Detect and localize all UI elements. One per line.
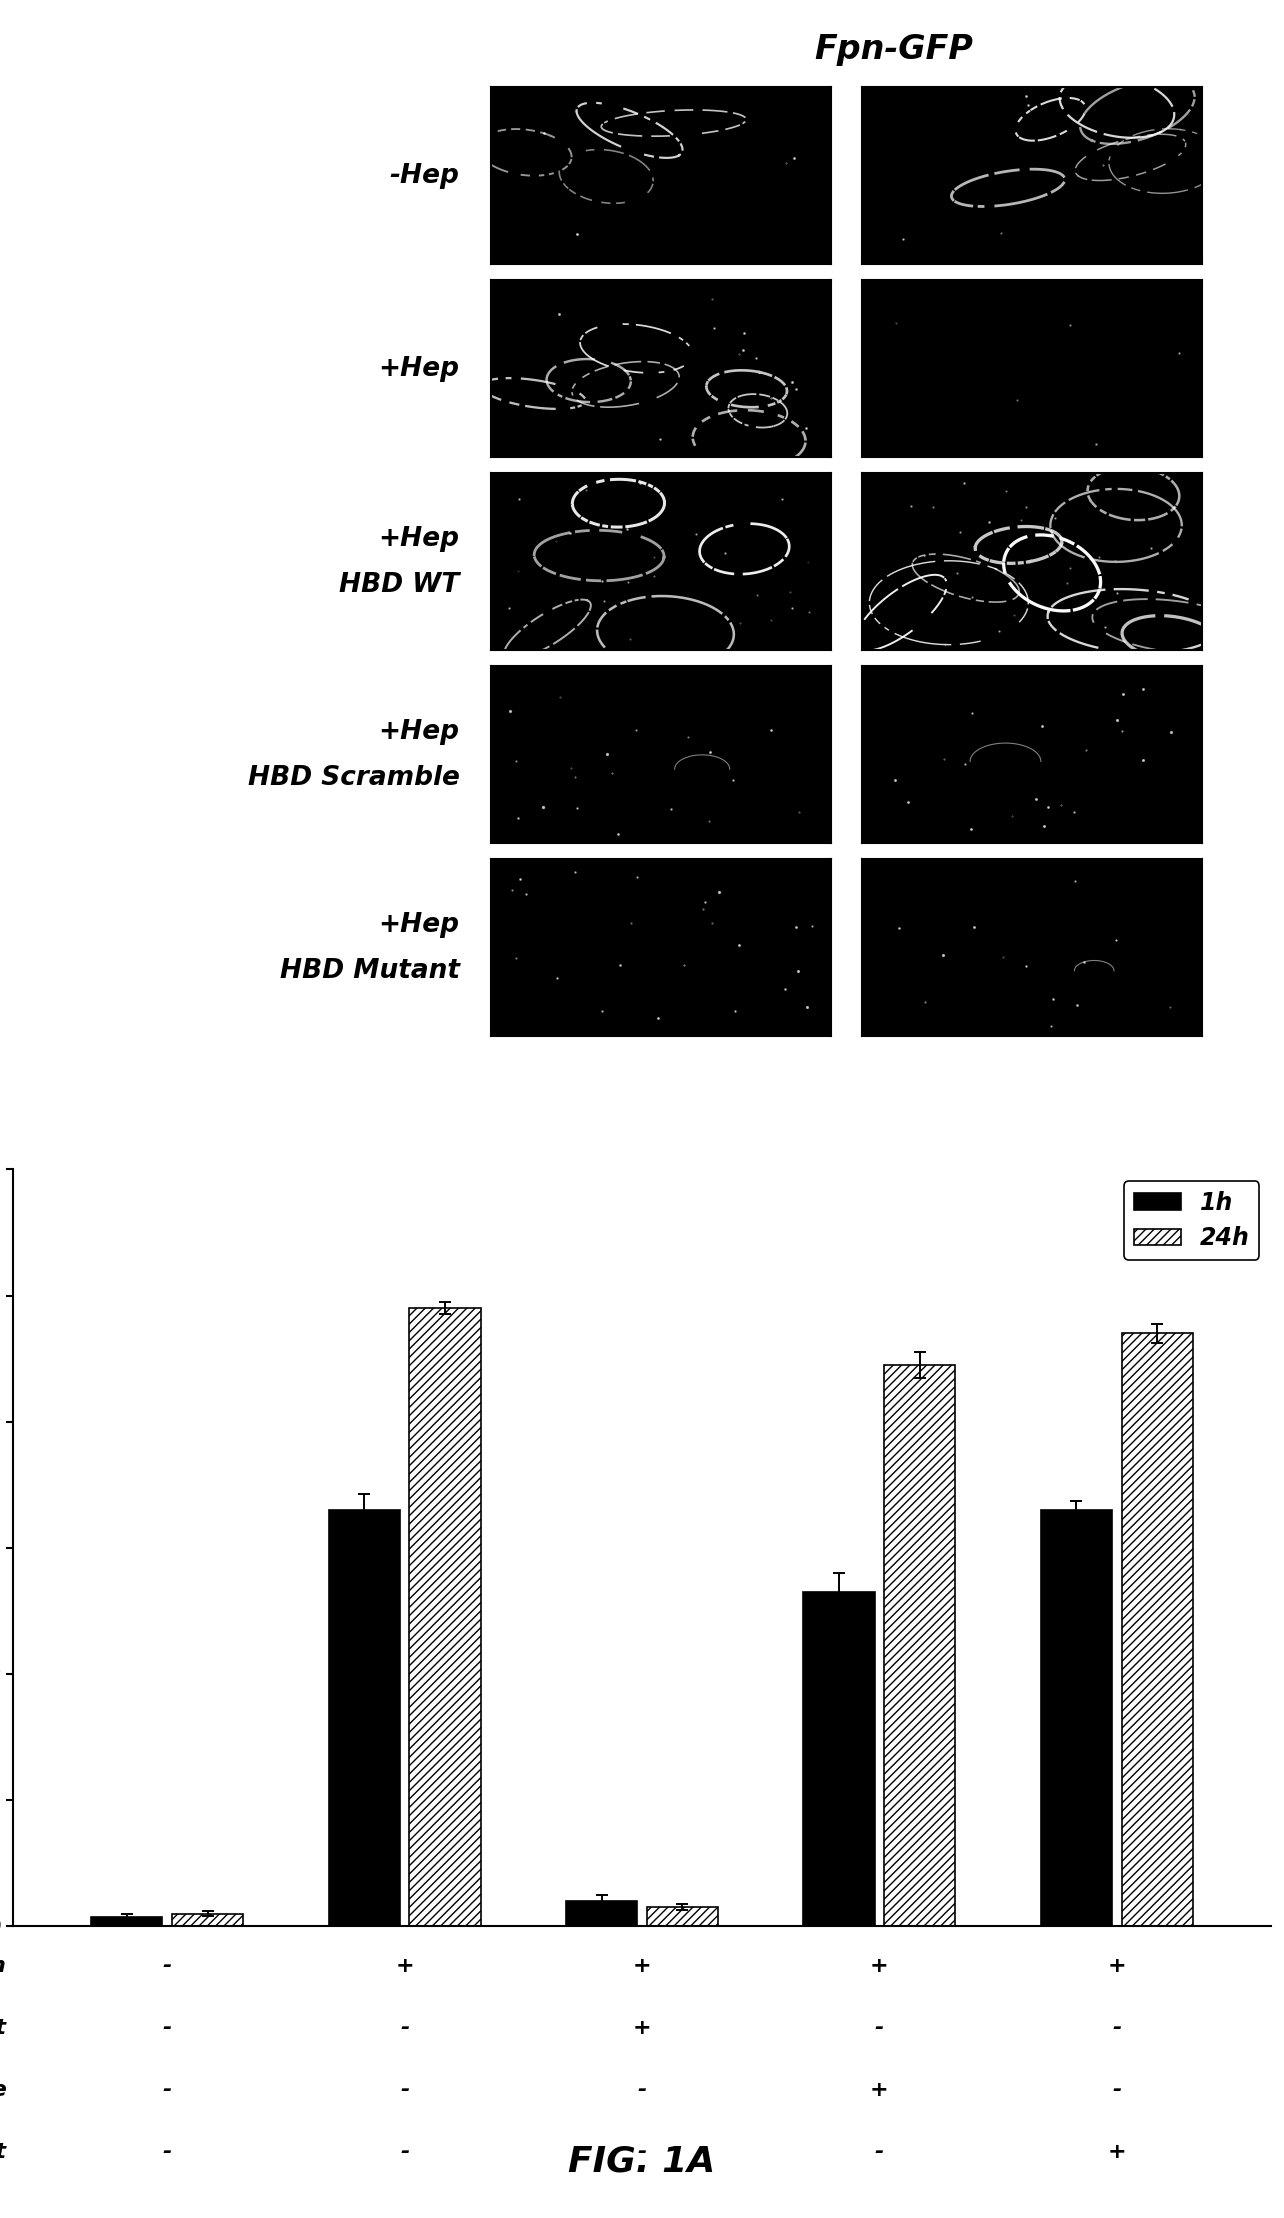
Text: -: - bbox=[1112, 2080, 1121, 2100]
Text: -: - bbox=[163, 1956, 172, 1976]
Text: +: + bbox=[871, 2080, 889, 2100]
Text: HBD Mutant: HBD Mutant bbox=[0, 2143, 6, 2163]
Bar bbox=[1122, 1333, 1193, 1925]
Text: FIG. 1A: FIG. 1A bbox=[569, 2145, 715, 2178]
Text: +Hep: +Hep bbox=[379, 912, 460, 938]
Text: HBD Mutant: HBD Mutant bbox=[280, 958, 460, 985]
Text: +Hep: +Hep bbox=[379, 526, 460, 552]
Text: -: - bbox=[163, 2018, 172, 2038]
Text: -: - bbox=[874, 2143, 885, 2163]
Bar bbox=[91, 1916, 162, 1925]
Text: -: - bbox=[637, 2080, 647, 2100]
Bar bbox=[1041, 1510, 1112, 1925]
Text: +: + bbox=[633, 2018, 651, 2038]
Text: Hepcidin: Hepcidin bbox=[0, 1956, 6, 1976]
Bar bbox=[885, 1364, 955, 1925]
Bar bbox=[566, 1901, 637, 1925]
Text: +Hep: +Hep bbox=[379, 355, 460, 381]
Text: HBD Scramble: HBD Scramble bbox=[248, 765, 460, 792]
Text: +: + bbox=[1108, 2143, 1126, 2163]
Text: +Hep: +Hep bbox=[379, 719, 460, 745]
Bar bbox=[410, 1309, 480, 1925]
Text: +: + bbox=[1108, 1956, 1126, 1976]
Text: -: - bbox=[637, 2143, 647, 2163]
Bar bbox=[804, 1593, 874, 1925]
Text: +: + bbox=[871, 1956, 889, 1976]
Text: -: - bbox=[399, 2080, 410, 2100]
Bar bbox=[172, 1914, 243, 1925]
Text: Fpn-GFP: Fpn-GFP bbox=[814, 33, 973, 67]
Text: +: + bbox=[395, 1956, 413, 1976]
Text: -: - bbox=[399, 2143, 410, 2163]
Text: -: - bbox=[1112, 2018, 1121, 2038]
Text: -Hep: -Hep bbox=[389, 162, 460, 189]
Text: HBD Scramble: HBD Scramble bbox=[0, 2080, 6, 2100]
Text: -: - bbox=[399, 2018, 410, 2038]
Text: -: - bbox=[874, 2018, 885, 2038]
Text: -: - bbox=[163, 2080, 172, 2100]
Text: +: + bbox=[633, 1956, 651, 1976]
Text: HBD WT: HBD WT bbox=[339, 572, 460, 597]
Text: HBD wt: HBD wt bbox=[0, 2018, 6, 2038]
Legend: 1h, 24h: 1h, 24h bbox=[1125, 1182, 1260, 1260]
Text: -: - bbox=[163, 2143, 172, 2163]
Bar bbox=[647, 1907, 718, 1925]
Bar bbox=[329, 1510, 399, 1925]
